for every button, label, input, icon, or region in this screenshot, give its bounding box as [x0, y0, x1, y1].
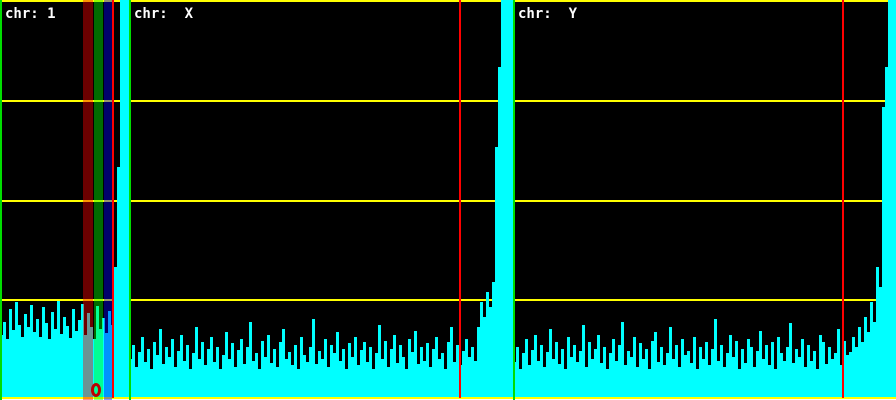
bottom-frame-line	[0, 397, 896, 399]
red-marker-line-chrY	[842, 0, 844, 398]
red-marker-line-chrX	[459, 0, 461, 398]
panel-border-chr1	[0, 0, 2, 400]
panel-border-chrY	[513, 0, 515, 400]
panel-border-chrX	[129, 0, 131, 400]
red-marker-line-chr1	[112, 0, 114, 398]
panel-chrY: chr: Y	[513, 0, 896, 400]
signal-chrX	[129, 0, 513, 397]
top-frame-line	[0, 0, 896, 2]
chrX-label: chr: X	[134, 6, 194, 22]
band-blue-overlay	[104, 0, 112, 400]
selection-marker-circle	[91, 383, 101, 397]
gridline-2	[0, 200, 896, 202]
band-red-overlay	[83, 0, 93, 400]
panel-chrX: chr: X	[129, 0, 513, 400]
signal-chrY	[513, 0, 896, 397]
panel-chr1: chr: 1	[0, 0, 129, 400]
signal-chr1	[0, 0, 129, 397]
chrY-label: chr: Y	[518, 6, 578, 22]
gridline-3	[0, 299, 896, 301]
chr1-label: chr: 1	[5, 6, 56, 22]
band-green-overlay	[94, 0, 103, 400]
gridline-1	[0, 100, 896, 102]
